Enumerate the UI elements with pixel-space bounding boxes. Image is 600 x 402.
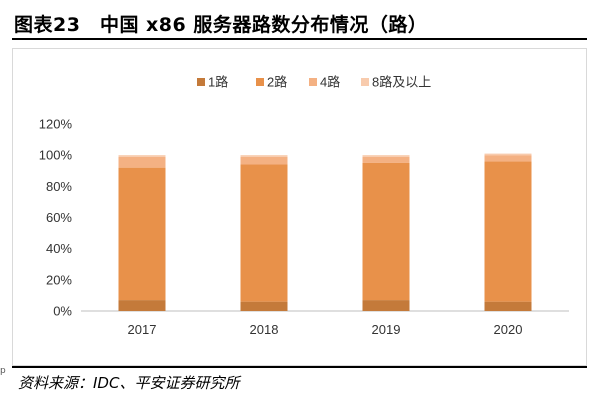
source-divider (12, 366, 587, 368)
x-tick-label: 2017 (128, 322, 157, 337)
bar-segment (240, 301, 288, 311)
y-tick-label: 120% (39, 117, 73, 132)
legend-label: 4路 (320, 75, 340, 90)
chart-frame: 1路 2路 4路 8路及以上 0% 20% 40% 60% 80% 100% 120% 2017 201… (12, 48, 587, 366)
source-note: 资料来源：IDC、平安证券研究所 (18, 374, 240, 392)
y-tick-label: 0% (53, 304, 72, 319)
y-tick-label: 60% (46, 210, 72, 225)
bar-segment (240, 164, 288, 302)
legend-swatch (197, 78, 205, 86)
bar-segment (484, 301, 532, 311)
bar-segment (484, 155, 532, 162)
x-tick-label: 2020 (494, 322, 523, 337)
chart-title: 图表23 中国 x86 服务器路数分布情况（路） (14, 14, 428, 36)
bar-segment (240, 156, 288, 165)
x-tick-label: 2019 (372, 322, 401, 337)
y-tick-label: 80% (46, 179, 72, 194)
bar-segment (362, 156, 410, 163)
bar-segment (362, 300, 410, 311)
legend-swatch (309, 78, 317, 86)
bar-segment (240, 155, 288, 157)
stacked-bar-chart: 1路 2路 4路 8路及以上 0% 20% 40% 60% 80% 100% 120% 2017 201… (39, 75, 569, 337)
legend-label: 1路 (208, 75, 228, 90)
legend-swatch (256, 78, 264, 86)
y-tick-label: 40% (46, 241, 72, 256)
legend-swatch (361, 78, 369, 86)
y-tick-label: 20% (46, 272, 72, 287)
bar-segment (118, 300, 166, 311)
bar-segment (118, 155, 166, 157)
side-mark: p (0, 366, 6, 376)
y-tick-label: 100% (39, 148, 73, 163)
bar-segment (118, 167, 166, 301)
x-tick-label: 2018 (250, 322, 279, 337)
bar-segment (362, 155, 410, 157)
title-bar: 图表23 中国 x86 服务器路数分布情况（路） (12, 6, 587, 40)
legend-label: 2路 (267, 75, 287, 90)
legend-label: 8路及以上 (372, 75, 431, 90)
bar-segment (484, 161, 532, 302)
bar-segment (118, 156, 166, 168)
bar-segment (362, 162, 410, 301)
bar-segment (484, 153, 532, 156)
